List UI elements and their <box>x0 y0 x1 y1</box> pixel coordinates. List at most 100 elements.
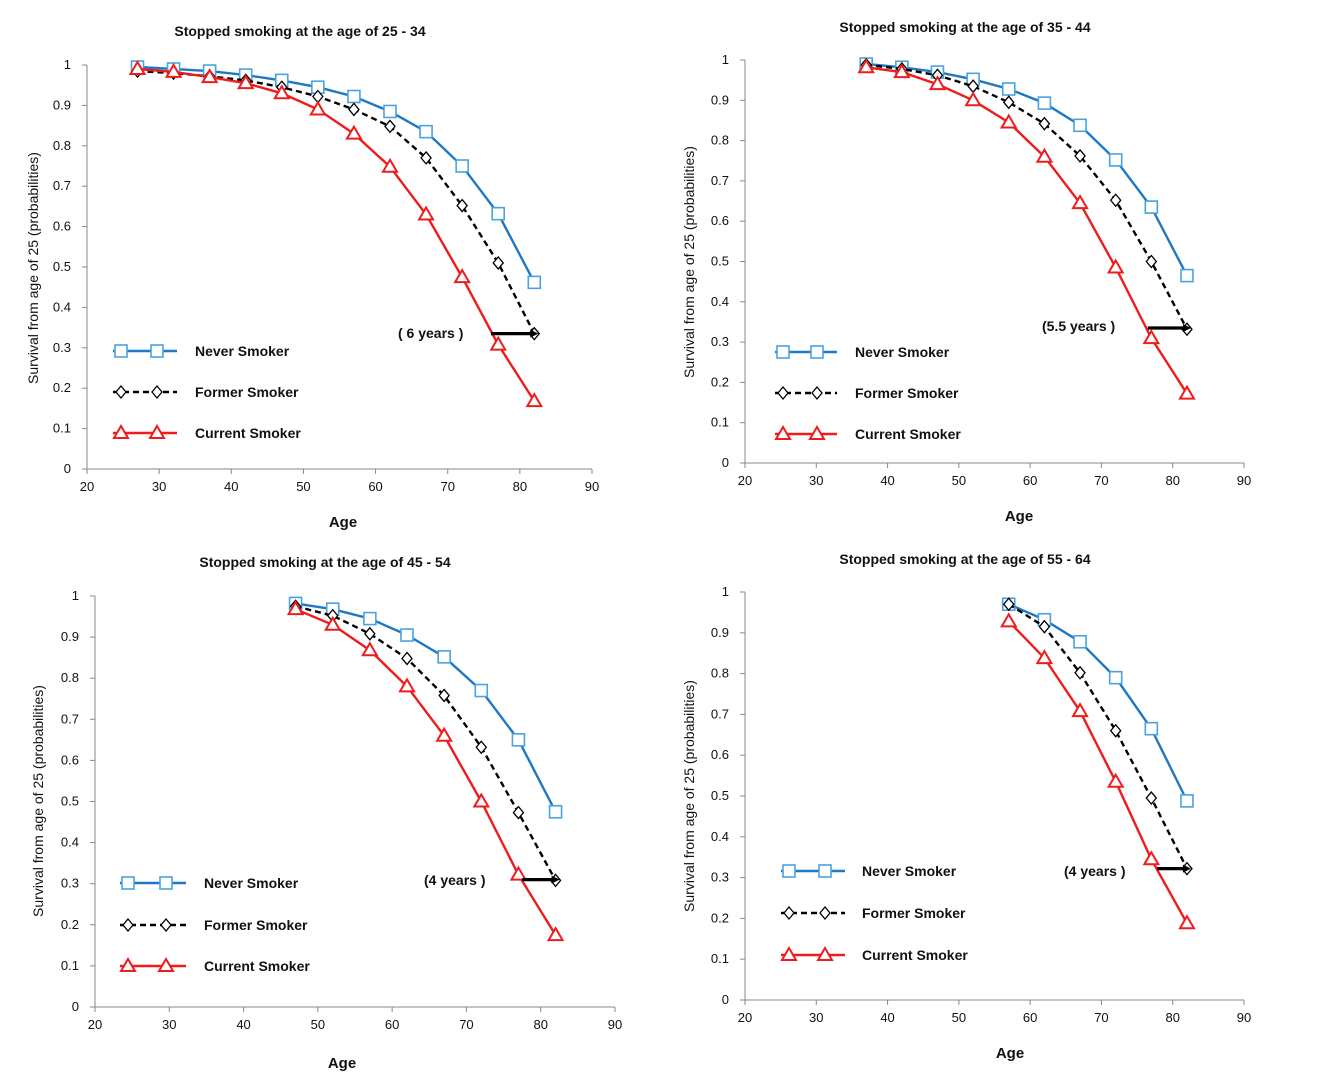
data-point-current <box>398 677 416 693</box>
x-tick-label: 20 <box>88 1017 102 1032</box>
y-tick-label: 0.7 <box>61 711 79 726</box>
data-point-current <box>1142 850 1161 866</box>
legend-marker-current <box>112 424 130 439</box>
data-point-never <box>548 804 563 819</box>
data-point-former <box>1038 619 1051 634</box>
x-tick-label: 70 <box>440 479 454 494</box>
y-axis-title: Survival from age of 25 (probabilities) <box>681 146 697 378</box>
legend-marker-current <box>774 425 792 440</box>
data-point-current <box>1071 194 1089 210</box>
x-tick-label: 80 <box>533 1017 547 1032</box>
data-point-former <box>1074 665 1086 680</box>
series-line-current <box>866 66 1189 395</box>
annotation-arrowhead <box>551 875 560 884</box>
data-point-current <box>128 60 147 76</box>
data-point-former <box>475 740 488 755</box>
y-tick-label: 0.4 <box>711 829 729 844</box>
data-point-former <box>1002 95 1015 110</box>
data-point-former <box>420 150 432 165</box>
y-tick-label: 0.3 <box>61 876 79 891</box>
x-tick-label: 30 <box>809 473 823 488</box>
legend-label-current: Current Smoker <box>204 958 310 974</box>
y-tick-label: 0.8 <box>61 670 79 685</box>
data-point-former <box>1038 116 1051 131</box>
data-point-current <box>1035 147 1054 163</box>
x-axis-title: Age <box>996 1045 1024 1062</box>
x-tick-label: 40 <box>224 479 238 494</box>
data-point-current <box>1106 772 1125 788</box>
data-point-never <box>419 124 433 139</box>
x-tick-label: 50 <box>311 1017 325 1032</box>
chart-title: Stopped smoking at the age of 25 - 34 <box>174 23 425 39</box>
y-tick-label: 0 <box>72 999 79 1014</box>
data-point-former <box>1109 193 1122 208</box>
legend-marker-never <box>114 344 128 358</box>
data-point-current <box>525 392 544 408</box>
data-point-current <box>893 63 911 79</box>
y-tick-label: 1 <box>722 584 729 599</box>
legend-marker-former <box>115 384 127 400</box>
legend: Never Smoker Former Smoker Current Smoker <box>774 344 961 442</box>
x-tick-label: 30 <box>152 479 166 494</box>
y-tick-label: 0.2 <box>711 910 729 925</box>
chart-title: Stopped smoking at the age of 45 - 54 <box>199 554 450 570</box>
legend-marker-former <box>811 385 823 401</box>
x-axis-title: Age <box>1005 508 1033 525</box>
data-point-never <box>527 275 542 290</box>
legend-marker-never <box>150 344 164 358</box>
x-tick-label: 20 <box>738 473 752 488</box>
data-point-current <box>286 600 305 616</box>
chart-panel-2: Stopped smoking at the age of 35 - 44 0 0.… <box>681 19 1251 525</box>
x-tick-label: 50 <box>952 1010 966 1025</box>
data-point-former <box>1002 597 1015 612</box>
chart-panel-1: Stopped smoking at the age of 25 - 34 0 0.… <box>25 23 599 531</box>
legend-marker-never <box>818 864 832 878</box>
legend-marker-never <box>159 876 173 890</box>
x-tick-label: 20 <box>80 479 94 494</box>
series-line-former <box>1008 603 1189 870</box>
data-point-never <box>437 650 451 664</box>
data-point-former <box>401 651 413 666</box>
series-line-former <box>295 605 557 881</box>
y-tick-label: 0.6 <box>61 752 79 767</box>
legend-marker-never <box>782 864 796 878</box>
y-axis-title: Survival from age of 25 (probabilities) <box>30 685 46 917</box>
data-point-current <box>453 268 471 284</box>
chart-title: Stopped smoking at the age of 55 - 64 <box>839 551 1090 567</box>
legend-label-never: Never Smoker <box>195 343 290 359</box>
data-point-never <box>363 611 377 626</box>
data-point-former <box>1074 148 1086 163</box>
legend-label-never: Never Smoker <box>204 875 299 891</box>
data-point-current <box>1071 702 1089 718</box>
data-point-current <box>1178 384 1196 400</box>
legend-marker-former <box>783 905 795 921</box>
y-tick-label: 0.5 <box>61 794 79 809</box>
data-point-current <box>1106 258 1125 274</box>
data-point-never <box>1180 794 1194 808</box>
y-tick-label: 0.1 <box>61 958 79 973</box>
data-point-former <box>1145 791 1158 806</box>
data-point-current <box>1142 329 1161 345</box>
data-point-current <box>309 100 327 116</box>
x-tick-label: 90 <box>608 1017 622 1032</box>
data-point-current <box>1000 113 1018 129</box>
data-point-never <box>474 683 489 698</box>
data-point-current <box>857 58 875 74</box>
y-tick-label: 0.3 <box>711 870 729 885</box>
x-tick-label: 70 <box>1094 473 1108 488</box>
data-point-current <box>1000 612 1018 628</box>
legend: Never Smoker Former Smoker Current Smoker <box>112 343 301 441</box>
x-tick-label: 70 <box>459 1017 473 1032</box>
x-tick-label: 60 <box>368 479 382 494</box>
data-point-former <box>1145 254 1158 269</box>
y-axis-title: Survival from age of 25 (probabilities) <box>25 152 41 384</box>
y-tick-label: 0.7 <box>711 173 729 188</box>
data-point-current <box>435 726 453 742</box>
y-tick-label: 0.5 <box>711 788 729 803</box>
x-tick-label: 50 <box>952 473 966 488</box>
annotation-label: ( 6 years ) <box>398 325 463 341</box>
y-tick-label: 0.7 <box>711 706 729 721</box>
data-point-current <box>1178 914 1196 930</box>
data-point-former <box>512 805 525 820</box>
